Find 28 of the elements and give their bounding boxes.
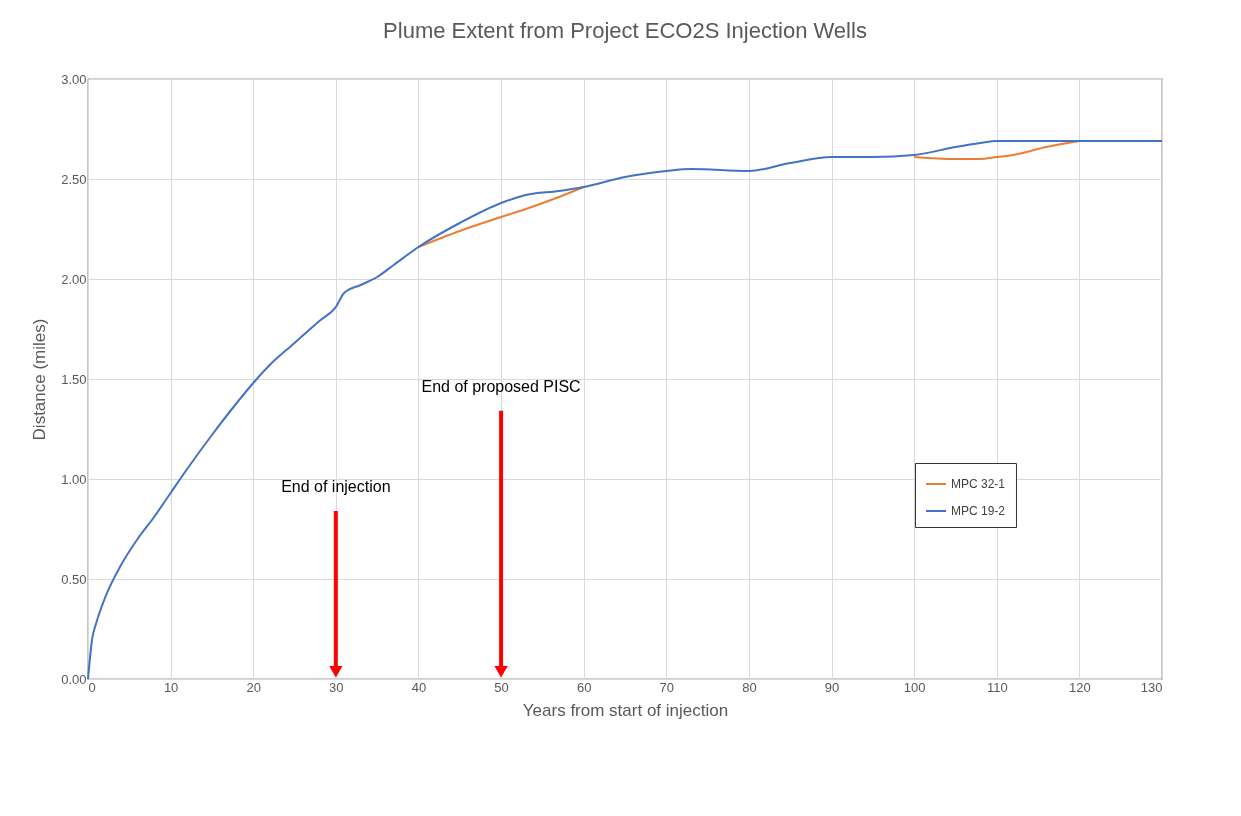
ref-line-label: End of injection bbox=[281, 478, 391, 495]
x-tick-label: 70 bbox=[659, 679, 675, 695]
x-axis-title: Years from start of injection bbox=[522, 700, 729, 720]
x-tick-label: 130 bbox=[1140, 679, 1163, 695]
legend-label: MPC 19-2 bbox=[950, 504, 1006, 518]
x-tick-label: 120 bbox=[1069, 679, 1091, 695]
legend-label: MPC 32-1 bbox=[950, 477, 1006, 491]
x-tick-label: 90 bbox=[824, 679, 840, 695]
x-tick-label: 80 bbox=[742, 679, 757, 695]
y-tick-label: 0.50 bbox=[61, 571, 87, 587]
x-tick-label: 30 bbox=[329, 679, 344, 695]
y-tick-label: 3.00 bbox=[61, 71, 87, 87]
x-tick-label: 100 bbox=[903, 679, 926, 695]
y-tick-label: 0.00 bbox=[61, 671, 87, 687]
y-tick-label: 2.00 bbox=[61, 271, 87, 287]
y-tick-label: 1.50 bbox=[61, 371, 87, 387]
y-tick-label: 2.50 bbox=[61, 171, 87, 187]
y-axis-title: Distance (miles) bbox=[30, 318, 50, 441]
x-tick-label: 40 bbox=[411, 679, 427, 695]
x-tick-label: 110 bbox=[986, 679, 1008, 695]
chart-title: Plume Extent from Project ECO2S Injection Wells bbox=[383, 18, 867, 43]
x-tick-label: 0 bbox=[88, 679, 96, 695]
x-tick-label: 20 bbox=[246, 679, 261, 695]
y-tick-label: 1.00 bbox=[61, 471, 87, 487]
x-tick-label: 60 bbox=[576, 679, 592, 695]
x-tick-label: 10 bbox=[163, 679, 179, 695]
x-tick-label: 50 bbox=[494, 679, 509, 695]
ref-line-label: End of proposed PISC bbox=[421, 377, 581, 395]
